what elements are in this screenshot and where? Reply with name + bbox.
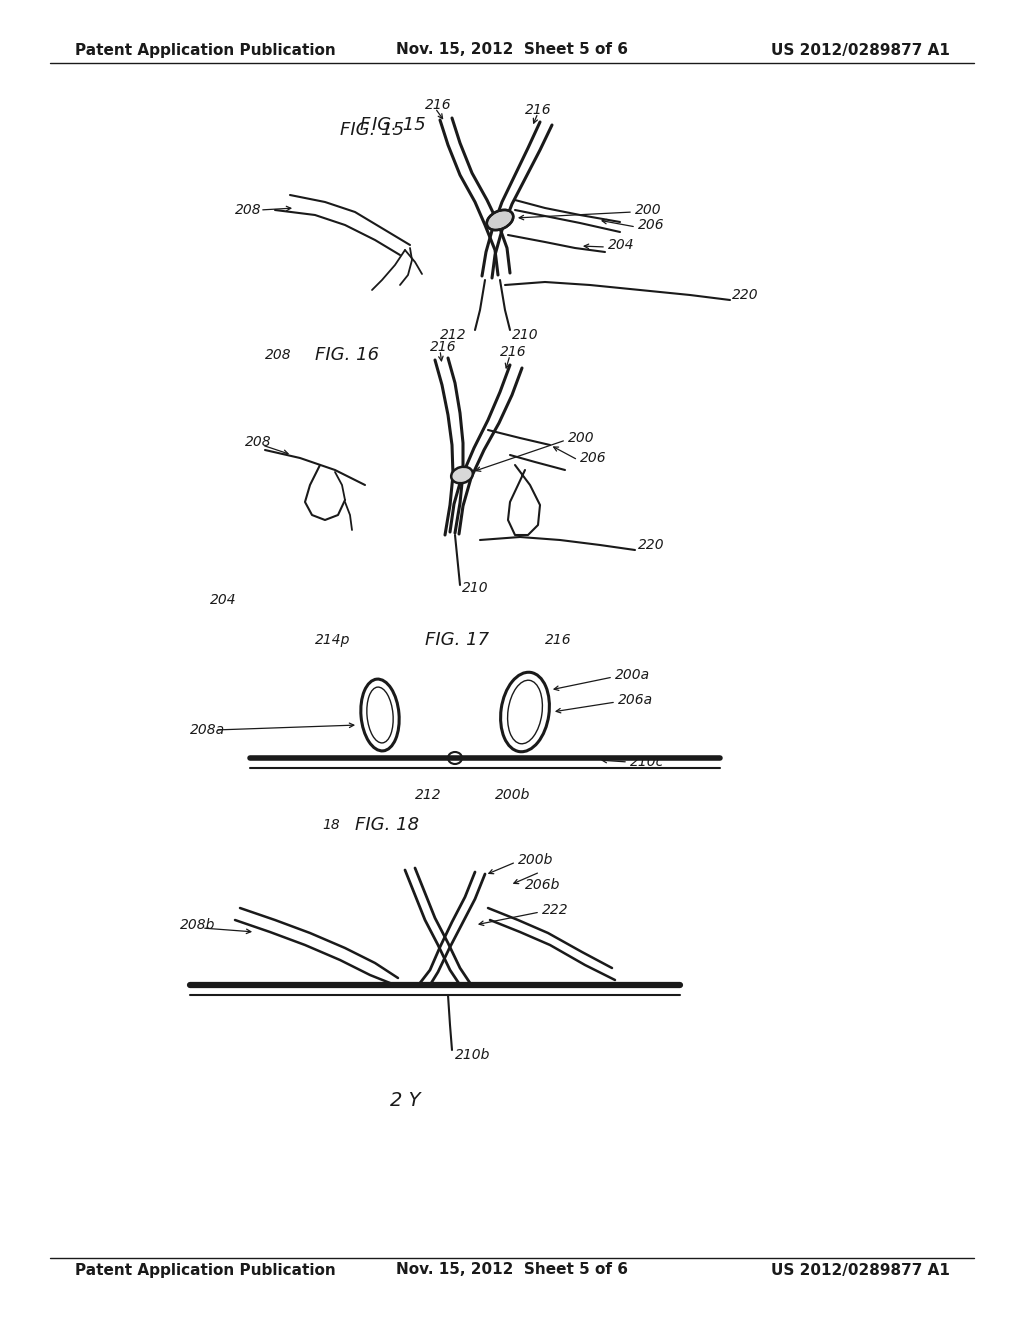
Text: FIG. 17: FIG. 17 xyxy=(425,631,489,649)
Text: 200b: 200b xyxy=(518,853,553,867)
Text: 212: 212 xyxy=(440,327,467,342)
Text: 206a: 206a xyxy=(618,693,653,708)
Text: 216: 216 xyxy=(430,341,457,354)
Text: 208: 208 xyxy=(234,203,261,216)
Text: 216: 216 xyxy=(525,103,552,117)
Text: IG. 15: IG. 15 xyxy=(372,116,426,135)
Text: FIG. 15: FIG. 15 xyxy=(340,121,404,139)
Text: 214p: 214p xyxy=(315,634,350,647)
Ellipse shape xyxy=(486,210,513,230)
Text: Nov. 15, 2012  Sheet 5 of 6: Nov. 15, 2012 Sheet 5 of 6 xyxy=(396,1262,628,1278)
Text: 210b: 210b xyxy=(455,1048,490,1063)
Text: 204: 204 xyxy=(608,238,635,252)
Text: Patent Application Publication: Patent Application Publication xyxy=(75,1262,336,1278)
Text: 204: 204 xyxy=(210,593,237,607)
Text: F: F xyxy=(360,116,371,135)
Text: 210: 210 xyxy=(462,581,488,595)
Text: Patent Application Publication: Patent Application Publication xyxy=(75,42,336,58)
Text: 206b: 206b xyxy=(525,878,560,892)
Text: Nov. 15, 2012  Sheet 5 of 6: Nov. 15, 2012 Sheet 5 of 6 xyxy=(396,42,628,58)
Text: 216: 216 xyxy=(425,98,452,112)
Text: FIG. 18: FIG. 18 xyxy=(355,816,419,834)
Text: 220: 220 xyxy=(732,288,759,302)
Text: 216: 216 xyxy=(545,634,571,647)
Text: 206: 206 xyxy=(638,218,665,232)
Text: 208: 208 xyxy=(265,348,292,362)
Text: 208b: 208b xyxy=(180,917,215,932)
Text: 206: 206 xyxy=(580,451,606,465)
Text: US 2012/0289877 A1: US 2012/0289877 A1 xyxy=(771,42,950,58)
Text: 210: 210 xyxy=(512,327,539,342)
Text: 18: 18 xyxy=(322,818,340,832)
Text: 210c: 210c xyxy=(630,755,665,770)
Text: 208: 208 xyxy=(245,436,271,449)
Text: 212: 212 xyxy=(415,788,441,803)
Text: 216: 216 xyxy=(500,345,526,359)
Ellipse shape xyxy=(452,467,473,483)
Text: 200: 200 xyxy=(568,432,595,445)
Text: FIG. 16: FIG. 16 xyxy=(315,346,379,364)
Text: 220: 220 xyxy=(638,539,665,552)
Text: 200b: 200b xyxy=(495,788,530,803)
Text: 222: 222 xyxy=(542,903,568,917)
Text: US 2012/0289877 A1: US 2012/0289877 A1 xyxy=(771,1262,950,1278)
Text: 208a: 208a xyxy=(190,723,225,737)
Text: 200a: 200a xyxy=(615,668,650,682)
Text: 200: 200 xyxy=(635,203,662,216)
Text: 2 Y: 2 Y xyxy=(390,1090,421,1110)
